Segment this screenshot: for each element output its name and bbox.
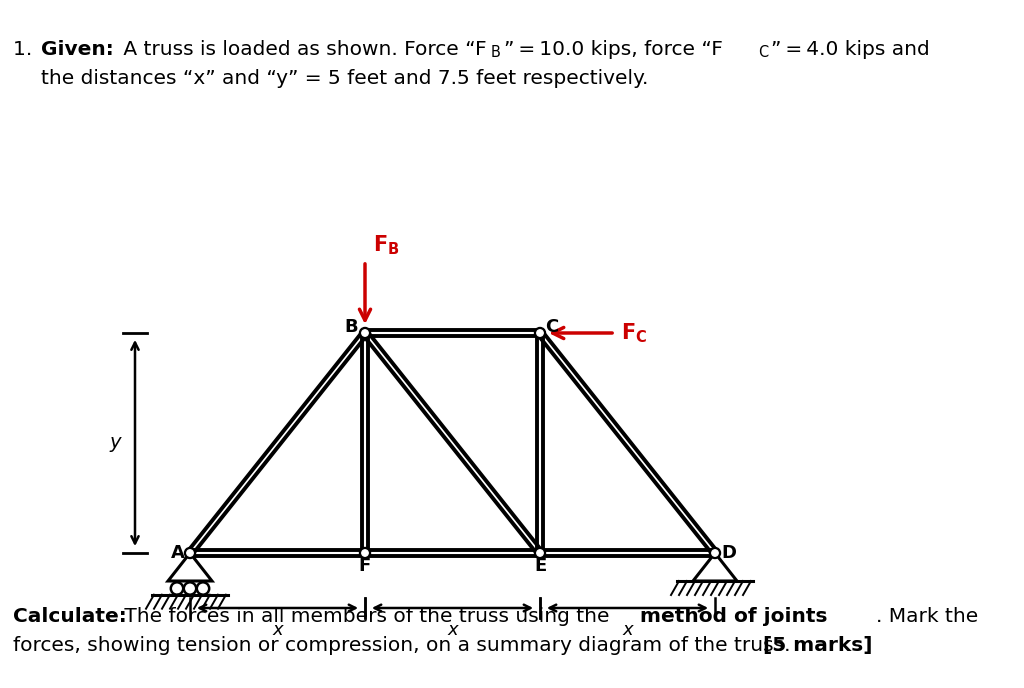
Text: forces, showing tension or compression, on a summary diagram of the truss.: forces, showing tension or compression, …	[13, 636, 801, 656]
Polygon shape	[693, 553, 737, 581]
Text: ” = 10.0 kips, force “F: ” = 10.0 kips, force “F	[504, 40, 723, 59]
Text: . Mark the: . Mark the	[876, 607, 978, 626]
Text: E: E	[534, 557, 546, 575]
Text: F: F	[358, 557, 371, 575]
Text: y: y	[110, 433, 121, 453]
Text: B: B	[490, 45, 501, 61]
Text: x: x	[623, 621, 633, 639]
Text: A: A	[171, 544, 185, 562]
Circle shape	[712, 550, 718, 556]
Text: D: D	[722, 544, 736, 562]
Text: x: x	[272, 621, 283, 639]
Text: $\mathbf{F_C}$: $\mathbf{F_C}$	[621, 321, 647, 345]
Text: Calculate:: Calculate:	[13, 607, 127, 626]
Text: 1.: 1.	[13, 40, 43, 59]
Circle shape	[186, 550, 194, 556]
Circle shape	[359, 327, 371, 338]
Circle shape	[361, 550, 369, 556]
Circle shape	[184, 548, 196, 559]
Text: [5 marks]: [5 marks]	[763, 636, 872, 656]
Circle shape	[710, 548, 721, 559]
Circle shape	[359, 548, 371, 559]
Text: method of joints: method of joints	[640, 607, 827, 626]
Text: Given:: Given:	[41, 40, 114, 59]
Text: C: C	[546, 318, 559, 336]
Text: B: B	[344, 318, 357, 336]
Text: $\mathbf{F_B}$: $\mathbf{F_B}$	[373, 233, 399, 257]
Circle shape	[537, 330, 543, 336]
Text: the distances “x” and “y” = 5 feet and 7.5 feet respectively.: the distances “x” and “y” = 5 feet and 7…	[41, 69, 648, 88]
Polygon shape	[168, 553, 212, 581]
Text: C: C	[758, 45, 768, 61]
Circle shape	[535, 548, 546, 559]
Text: ” = 4.0 kips and: ” = 4.0 kips and	[771, 40, 930, 59]
Text: A truss is loaded as shown. Force “F: A truss is loaded as shown. Force “F	[117, 40, 486, 59]
Text: x: x	[447, 621, 458, 639]
Circle shape	[537, 550, 543, 556]
Text: The forces in all members of the truss using the: The forces in all members of the truss u…	[118, 607, 615, 626]
Circle shape	[361, 330, 369, 336]
Circle shape	[535, 327, 546, 338]
